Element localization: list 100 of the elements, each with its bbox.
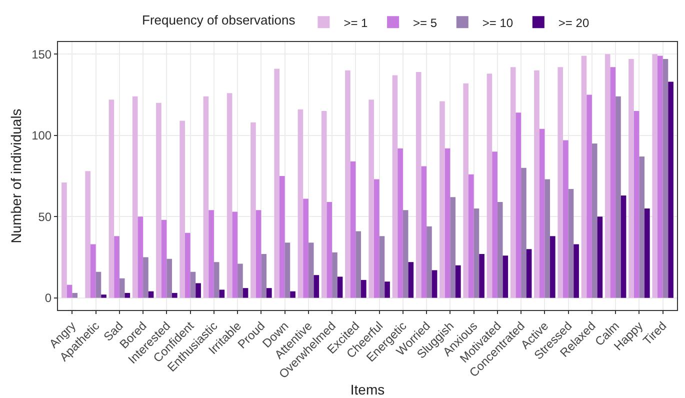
- bar: [101, 294, 106, 298]
- y-tick-label: 50: [38, 210, 52, 224]
- bar: [321, 111, 327, 298]
- bar: [180, 120, 185, 298]
- bar: [345, 70, 350, 298]
- bar: [620, 195, 626, 298]
- bar: [374, 179, 380, 298]
- bar: [516, 112, 522, 298]
- bar: [203, 96, 209, 298]
- bar: [279, 176, 285, 298]
- bar: [563, 140, 568, 298]
- bar: [114, 236, 120, 298]
- bar: [568, 188, 574, 298]
- bar: [497, 202, 503, 298]
- bar: [290, 291, 296, 298]
- bar: [586, 94, 592, 298]
- bar: [604, 54, 610, 298]
- bar: [214, 262, 220, 298]
- bar: [303, 198, 308, 298]
- bar: [238, 264, 243, 298]
- bar: [361, 280, 366, 298]
- bar: [379, 236, 385, 298]
- bar: [298, 109, 304, 298]
- bar: [398, 148, 403, 298]
- bar: [492, 152, 498, 298]
- bar: [416, 72, 422, 298]
- bar: [226, 93, 232, 298]
- bar: [250, 122, 256, 298]
- bar: [284, 242, 290, 298]
- bar: [474, 208, 480, 298]
- y-tick-label: 150: [32, 47, 52, 62]
- bar: [402, 210, 408, 298]
- bar: [421, 166, 427, 298]
- bar: [332, 252, 338, 298]
- bar: [261, 254, 266, 298]
- bar: [256, 210, 262, 298]
- bar: [408, 262, 414, 298]
- bar: [426, 226, 432, 298]
- bar: [662, 59, 668, 298]
- bar: [668, 82, 674, 298]
- bar: [308, 242, 314, 298]
- bar: [232, 212, 238, 298]
- y-tick-label: 100: [32, 128, 52, 143]
- bar: [639, 156, 645, 298]
- legend-label: >= 5: [413, 16, 438, 30]
- bar: [119, 278, 125, 298]
- x-axis-title: Items: [350, 381, 385, 398]
- bar: [274, 68, 280, 298]
- bar: [468, 174, 474, 298]
- bar: [544, 179, 550, 298]
- bar: [444, 148, 450, 298]
- bar: [526, 249, 532, 298]
- bar: [463, 83, 468, 298]
- legend-label: >= 10: [482, 16, 514, 30]
- bar: [66, 284, 72, 298]
- y-tick-label: 0: [44, 291, 52, 306]
- bar: [72, 292, 78, 298]
- bar: [521, 168, 526, 298]
- bar: [558, 67, 563, 298]
- bar: [440, 101, 445, 298]
- bar: [432, 270, 438, 298]
- bar: [85, 171, 90, 298]
- bar: [616, 96, 621, 298]
- bar: [534, 70, 540, 298]
- bar: [502, 256, 508, 298]
- bar: [456, 265, 461, 298]
- bar: [634, 111, 640, 298]
- legend-label: >= 20: [558, 16, 590, 30]
- bar: [161, 220, 167, 298]
- bar: [486, 74, 492, 298]
- bar: [326, 202, 332, 298]
- bar: [196, 283, 201, 298]
- y-axis-title: Number of individuals: [8, 108, 24, 244]
- bar: [96, 272, 102, 298]
- bar: [62, 182, 67, 298]
- bar: [138, 216, 144, 298]
- bar: [450, 197, 456, 298]
- bar: [574, 244, 579, 298]
- bar: [510, 67, 516, 298]
- bar: [190, 272, 196, 298]
- bar: [658, 56, 663, 298]
- bar: [479, 254, 484, 298]
- bar: [156, 102, 162, 298]
- bar: [90, 244, 96, 298]
- bar: [208, 210, 214, 298]
- bar: [384, 282, 390, 298]
- bar: [368, 100, 374, 298]
- bar: [592, 144, 598, 298]
- bar: [550, 236, 556, 298]
- bar: [652, 54, 658, 298]
- bar: [242, 288, 248, 298]
- legend-title: Frequency of observations: [142, 12, 296, 28]
- bar: [392, 75, 398, 298]
- bar: [644, 208, 650, 298]
- bar: [581, 56, 587, 298]
- bar: [337, 276, 343, 298]
- bar: [124, 292, 130, 298]
- bar: [610, 67, 616, 298]
- bar: [597, 216, 603, 298]
- bar: [628, 59, 634, 298]
